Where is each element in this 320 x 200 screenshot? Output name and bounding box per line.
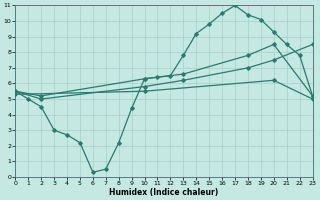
X-axis label: Humidex (Indice chaleur): Humidex (Indice chaleur) (109, 188, 219, 197)
